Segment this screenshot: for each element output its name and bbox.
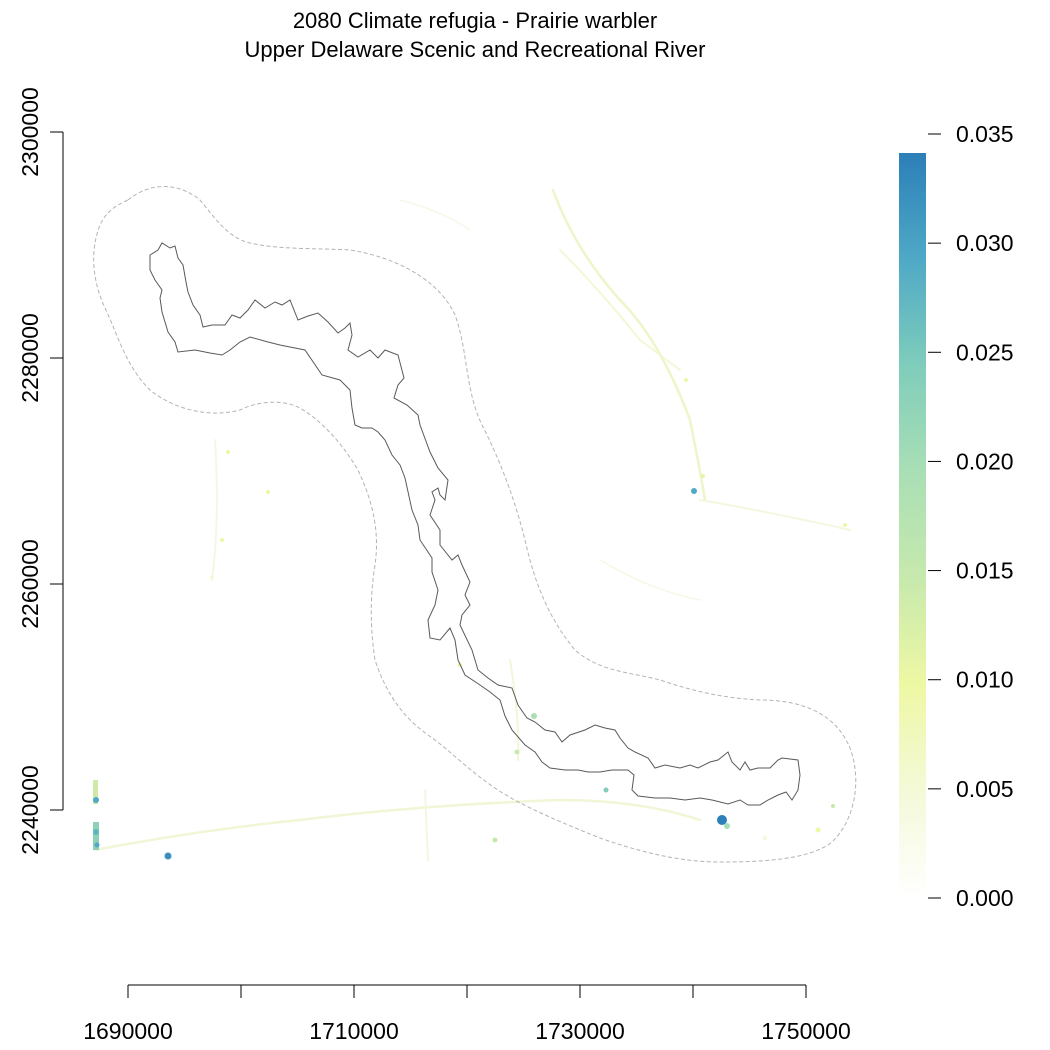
legend-label: 0.000 bbox=[956, 885, 1014, 911]
x-tick-label: 1730000 bbox=[535, 1018, 625, 1044]
hotspot bbox=[815, 827, 821, 833]
y-tick-label: 2280000 bbox=[17, 313, 43, 403]
hotspot bbox=[492, 837, 498, 843]
hotspot bbox=[93, 797, 99, 803]
legend-label: 0.030 bbox=[956, 230, 1014, 256]
hotspot bbox=[603, 787, 609, 793]
park-boundary bbox=[149, 242, 801, 806]
hotspot bbox=[831, 804, 835, 808]
hotspot bbox=[93, 829, 99, 835]
hotspot bbox=[266, 490, 270, 494]
legend-ticks bbox=[928, 133, 941, 899]
legend-label: 0.025 bbox=[956, 339, 1014, 365]
hotspot bbox=[94, 842, 100, 848]
legend-labels: 0.000 0.005 0.010 0.015 0.020 0.025 0.030 0.035 bbox=[956, 121, 1014, 911]
y-tick-labels: 2300000 2280000 2260000 2240000 bbox=[17, 87, 43, 855]
legend-colorbar: 0.000 0.005 0.010 0.015 0.020 0.025 0.030 0.035 bbox=[899, 121, 1014, 911]
habitat-trace bbox=[599, 559, 701, 601]
hotspot bbox=[691, 488, 697, 494]
x-axis bbox=[127, 984, 807, 998]
habitat-trace bbox=[424, 789, 429, 861]
habitat-trace bbox=[699, 499, 851, 531]
hotspot bbox=[717, 815, 727, 825]
x-tick-label: 1690000 bbox=[83, 1018, 173, 1044]
map-title: 2080 Climate refugia - Prairie warbler bbox=[292, 8, 658, 33]
habitat-trace bbox=[551, 188, 707, 502]
habitat-trace bbox=[93, 798, 702, 852]
hotspot bbox=[93, 780, 98, 804]
habitat-trace bbox=[509, 659, 520, 761]
y-axis bbox=[50, 131, 64, 811]
map-subtitle: Upper Delaware Scenic and Recreational R… bbox=[244, 37, 706, 62]
hotspot bbox=[164, 852, 172, 860]
habitat-trace bbox=[399, 199, 471, 231]
y-tick-label: 2260000 bbox=[17, 539, 43, 629]
buffer-boundary bbox=[93, 186, 857, 863]
habitat-hotspots bbox=[93, 378, 847, 860]
y-tick-label: 2300000 bbox=[17, 87, 43, 177]
hotspot bbox=[843, 523, 847, 527]
legend-label: 0.020 bbox=[956, 448, 1014, 474]
hotspot bbox=[684, 378, 688, 382]
legend-label: 0.005 bbox=[956, 776, 1014, 802]
habitat-traces bbox=[93, 188, 851, 861]
x-tick-label: 1750000 bbox=[761, 1018, 851, 1044]
hotspot bbox=[531, 713, 537, 719]
y-tick-label: 2240000 bbox=[17, 765, 43, 855]
hotspot bbox=[226, 450, 230, 454]
hotspot bbox=[514, 749, 520, 755]
habitat-trace bbox=[211, 439, 218, 581]
legend-label: 0.035 bbox=[956, 121, 1014, 147]
legend-label: 0.015 bbox=[956, 558, 1014, 584]
legend-label: 0.010 bbox=[956, 667, 1014, 693]
habitat-trace bbox=[559, 249, 681, 371]
hotspot bbox=[763, 836, 767, 840]
x-tick-labels: 1690000 1710000 1730000 1750000 bbox=[83, 1018, 851, 1044]
hotspot bbox=[724, 823, 730, 829]
hotspot bbox=[93, 822, 99, 850]
hotspot bbox=[220, 538, 224, 542]
legend-bar bbox=[899, 153, 926, 898]
hotspot bbox=[210, 575, 214, 579]
x-tick-label: 1710000 bbox=[309, 1018, 399, 1044]
hotspot bbox=[701, 474, 705, 478]
map-title-block: 2080 Climate refugia - Prairie warbler U… bbox=[0, 6, 950, 64]
